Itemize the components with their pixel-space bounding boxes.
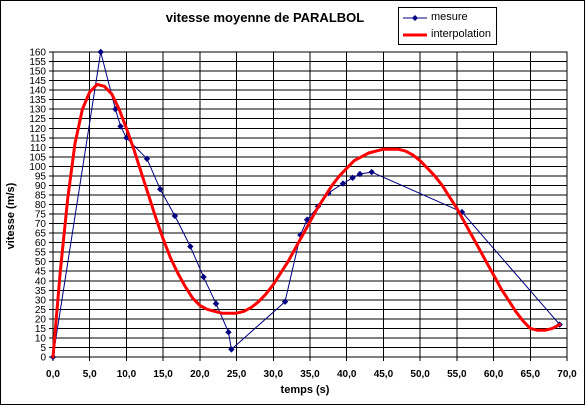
point-mesure-19 <box>349 174 356 182</box>
y-tick-label-45: 45 <box>35 267 47 278</box>
y-tick-label-5: 5 <box>40 343 46 354</box>
legend-swatch-mesure <box>403 15 427 21</box>
y-tick-label-50: 50 <box>35 257 47 268</box>
y-tick-label-150: 150 <box>29 67 46 78</box>
point-mesure-21 <box>368 168 375 176</box>
y-tick-label-140: 140 <box>29 86 46 97</box>
x-tick-label-7: 35,0 <box>300 369 320 380</box>
x-tick-label-12: 60,0 <box>484 369 504 380</box>
y-tick-label-130: 130 <box>29 105 46 116</box>
chart-title: vitesse moyenne de PARALBOL <box>165 10 365 25</box>
y-tick-label-60: 60 <box>35 238 47 249</box>
y-tick-label-125: 125 <box>29 114 46 125</box>
x-tick-label-3: 15,0 <box>153 369 173 380</box>
legend-swatch-interpolation <box>403 33 427 37</box>
point-mesure-6 <box>157 186 164 193</box>
point-mesure-11 <box>225 329 232 336</box>
y-tick-label-20: 20 <box>35 314 47 325</box>
y-tick-label-25: 25 <box>35 305 47 316</box>
point-mesure-13 <box>281 298 289 305</box>
legend: mesure interpolation <box>398 7 497 45</box>
x-tick-label-0: 0,0 <box>46 369 60 380</box>
x-tick-label-11: 55,0 <box>447 369 467 380</box>
point-mesure-14 <box>297 231 304 239</box>
x-tick-label-2: 10,0 <box>117 369 137 380</box>
y-tick-label-55: 55 <box>35 248 47 259</box>
point-mesure-12 <box>228 346 235 353</box>
x-tick-label-1: 5,0 <box>83 369 97 380</box>
y-tick-label-120: 120 <box>29 124 46 135</box>
point-mesure-20 <box>356 170 364 178</box>
point-mesure-3 <box>117 123 124 130</box>
y-tick-label-145: 145 <box>29 76 46 87</box>
y-tick-label-155: 155 <box>29 57 46 68</box>
y-tick-label-0: 0 <box>40 353 46 364</box>
y-tick-label-105: 105 <box>29 152 46 163</box>
x-axis-label: temps (s) <box>280 384 330 396</box>
y-tick-label-65: 65 <box>35 229 47 240</box>
legend-item-interpolation: interpolation <box>399 27 496 43</box>
point-mesure-2 <box>112 105 119 113</box>
y-tick-label-135: 135 <box>29 95 46 106</box>
x-tick-label-9: 45,0 <box>374 369 394 380</box>
point-mesure-7 <box>171 212 179 220</box>
y-tick-label-15: 15 <box>35 324 47 335</box>
y-tick-label-90: 90 <box>35 181 47 192</box>
y-tick-label-85: 85 <box>35 190 47 201</box>
y-tick-label-10: 10 <box>35 333 47 344</box>
point-mesure-9 <box>200 273 207 281</box>
point-mesure-1 <box>97 48 104 56</box>
y-tick-label-40: 40 <box>35 276 47 287</box>
y-tick-label-95: 95 <box>35 171 47 182</box>
y-tick-label-30: 30 <box>35 295 47 306</box>
y-tick-label-35: 35 <box>35 286 47 297</box>
x-tick-label-4: 20,0 <box>190 369 210 380</box>
point-mesure-5 <box>143 155 151 162</box>
y-tick-label-100: 100 <box>29 162 46 173</box>
legend-item-mesure: mesure <box>399 10 496 26</box>
point-mesure-18 <box>339 180 347 187</box>
legend-label-mesure: mesure <box>431 11 468 23</box>
y-tick-label-115: 115 <box>30 133 46 144</box>
y-tick-label-160: 160 <box>29 48 46 59</box>
legend-label-interpolation: interpolation <box>431 28 491 40</box>
y-tick-label-70: 70 <box>35 219 47 230</box>
y-tick-label-80: 80 <box>35 200 47 211</box>
x-tick-label-14: 70,0 <box>557 369 577 380</box>
y-tick-label-75: 75 <box>35 210 47 221</box>
x-tick-label-8: 40,0 <box>337 369 357 380</box>
point-mesure-8 <box>187 243 194 250</box>
point-mesure-10 <box>212 300 220 307</box>
y-tick-label-110: 110 <box>30 143 46 154</box>
series-line-interpolation <box>51 82 562 359</box>
x-tick-label-10: 50,0 <box>410 369 430 380</box>
x-tick-label-6: 30,0 <box>264 369 284 380</box>
x-tick-label-5: 25,0 <box>227 369 247 380</box>
x-tick-label-13: 65,0 <box>521 369 541 380</box>
